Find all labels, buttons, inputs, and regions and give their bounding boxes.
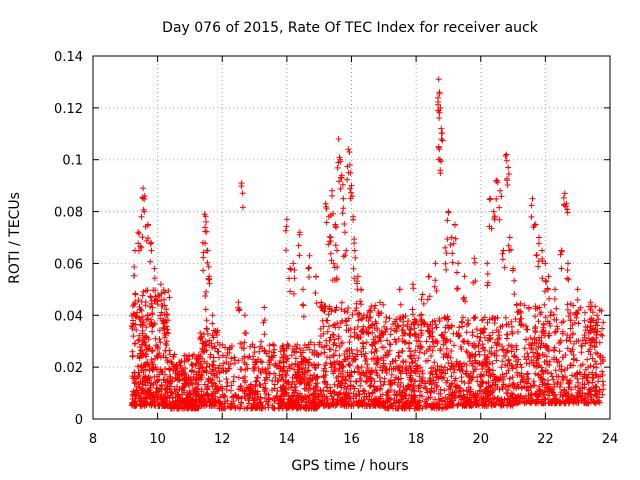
y-tick-label: 0.08	[54, 206, 83, 221]
x-tick-label: 24	[602, 432, 619, 447]
y-tick-label: 0.12	[54, 102, 83, 117]
x-tick-label: 16	[343, 432, 360, 447]
axis-ticks	[92, 55, 611, 420]
y-tick-label: 0.04	[54, 309, 83, 324]
x-tick-labels: 8 10 12 14 16 18 20 22 24	[89, 432, 618, 447]
x-tick-label: 22	[537, 432, 554, 447]
x-tick-label: 20	[472, 432, 489, 447]
x-tick-label: 8	[89, 432, 97, 447]
x-tick-label: 10	[149, 432, 166, 447]
x-tick-label: 14	[279, 432, 296, 447]
y-axis-label: ROTI / TECUs	[7, 192, 23, 284]
y-tick-label: 0.06	[54, 257, 83, 272]
y-tick-label: 0.02	[54, 361, 83, 376]
y-tick-labels: 0 0.02 0.04 0.06 0.08 0.1 0.12 0.14	[54, 50, 83, 428]
data-point-markers	[128, 76, 607, 412]
y-tick-label: 0.14	[54, 50, 83, 65]
y-tick-label: 0.1	[62, 154, 83, 169]
x-axis-label: GPS time / hours	[291, 458, 408, 474]
data-points	[128, 76, 607, 412]
x-tick-label: 12	[214, 432, 231, 447]
y-tick-label: 0	[75, 413, 83, 428]
chart-title: Day 076 of 2015, Rate Of TEC Index for r…	[162, 20, 539, 36]
grid	[93, 56, 610, 419]
x-tick-label: 18	[408, 432, 425, 447]
